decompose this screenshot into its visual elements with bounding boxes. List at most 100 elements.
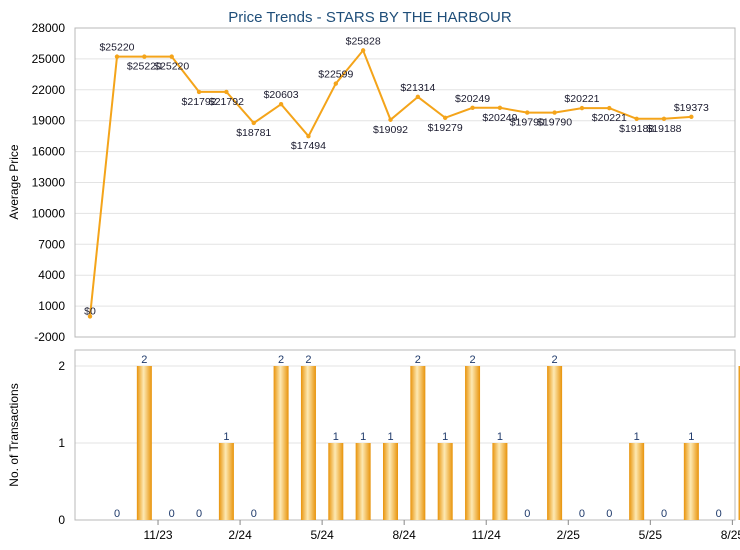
price-y-tick-label: 19000 — [32, 114, 66, 128]
price-data-label: $19279 — [428, 122, 463, 134]
price-point — [87, 314, 93, 319]
transaction-bar — [355, 443, 371, 520]
transactions-y-tick-label: 1 — [58, 436, 65, 450]
price-data-label: $20221 — [564, 93, 599, 105]
transaction-data-label: 1 — [634, 431, 640, 443]
x-tick-label: 11/24 — [472, 528, 501, 542]
transaction-bar — [273, 366, 289, 520]
price-point — [388, 117, 393, 122]
x-tick-label: 11/23 — [143, 528, 172, 542]
price-gridlines — [75, 27, 735, 338]
transaction-bars — [136, 366, 740, 520]
price-point — [552, 110, 557, 115]
price-point — [443, 115, 448, 121]
price-y-tick-label: 7000 — [38, 237, 65, 251]
price-point — [333, 81, 338, 86]
price-y-tick-label: 25000 — [32, 52, 66, 66]
transaction-data-label: 2 — [469, 354, 475, 366]
transaction-bar — [683, 443, 699, 520]
price-data-label: $25220 — [99, 42, 134, 54]
transaction-bar — [383, 443, 398, 520]
price-y-tick-label: 4000 — [38, 268, 65, 282]
transaction-bar — [465, 366, 481, 520]
transaction-data-label: 2 — [415, 354, 421, 366]
price-point — [306, 134, 311, 139]
price-data-label: $21792 — [209, 96, 244, 108]
transactions-y-tick-label: 2 — [58, 359, 65, 373]
transaction-bar — [738, 366, 740, 520]
transaction-data-label: 1 — [442, 431, 448, 443]
transaction-bar — [410, 366, 426, 520]
transaction-data-label: 0 — [661, 508, 667, 520]
price-data-label: $0 — [84, 305, 96, 317]
transaction-bar — [136, 366, 152, 520]
price-data-label: $21792 — [182, 96, 217, 108]
price-data-label: $19188 — [619, 123, 654, 135]
transaction-data-label: 0 — [524, 508, 530, 520]
transaction-data-label: 1 — [497, 431, 503, 443]
transaction-data-label: 1 — [333, 431, 339, 443]
price-point — [114, 54, 120, 59]
price-point — [579, 105, 585, 111]
price-y-tick-label: 28000 — [32, 21, 66, 35]
x-tick-label: 2/25 — [557, 528, 581, 542]
price-y-tick-label: 13000 — [32, 176, 66, 190]
transaction-data-label: 1 — [688, 431, 694, 443]
price-point — [360, 48, 366, 53]
x-tick-label: 5/25 — [639, 528, 663, 542]
price-data-label: $25828 — [346, 35, 381, 47]
price-point — [634, 116, 639, 121]
transaction-data-label: 0 — [251, 508, 257, 520]
price-y-tick-label: 1000 — [38, 299, 65, 313]
x-tick-label: 5/24 — [310, 528, 334, 542]
price-point — [278, 101, 284, 107]
transaction-data-labels: 020010221112121020010102 — [114, 354, 722, 520]
price-point — [251, 120, 256, 126]
x-tick-label: 8/24 — [392, 528, 416, 542]
price-data-label: $18781 — [236, 127, 271, 139]
transaction-data-label: 2 — [305, 354, 311, 366]
price-y-tick-label: 16000 — [32, 145, 66, 159]
price-data-label: $20221 — [592, 112, 627, 124]
transaction-data-label: 0 — [606, 508, 612, 520]
transaction-data-label: 1 — [223, 431, 229, 443]
transaction-data-label: 0 — [114, 508, 120, 520]
x-tick-label: 2/24 — [228, 528, 252, 542]
transaction-bar — [328, 443, 344, 520]
price-point — [661, 116, 667, 121]
transaction-data-label: 1 — [387, 431, 393, 443]
price-point — [607, 105, 612, 111]
x-axis-ticks: 11/23 2/24 5/24 8/24 11/24 2/25 5/25 8/25 — [143, 520, 740, 542]
price-y-axis-label: Average Price — [7, 144, 21, 219]
transaction-data-label: 2 — [141, 354, 147, 366]
price-point — [470, 105, 475, 111]
transaction-bar — [629, 443, 645, 520]
transaction-bar — [300, 366, 316, 520]
price-point — [415, 94, 421, 100]
price-data-label: $25220 — [154, 61, 189, 73]
price-point — [169, 54, 174, 59]
price-point — [689, 114, 694, 120]
transaction-bar — [437, 443, 453, 520]
transactions-plot-frame — [74, 349, 736, 521]
chart-title: Price Trends - STARS BY THE HARBOUR — [228, 9, 512, 26]
price-point — [224, 89, 229, 95]
transaction-bar — [218, 443, 234, 520]
price-point — [525, 110, 530, 115]
price-data-labels: $0$25220$25220$25220$21792$21792$18781$2… — [84, 35, 709, 317]
price-points — [87, 48, 694, 319]
transaction-data-label: 0 — [716, 508, 722, 520]
price-data-label: $19373 — [674, 102, 709, 114]
transaction-bar — [492, 443, 508, 520]
transaction-data-label: 0 — [169, 508, 175, 520]
transaction-data-label: 0 — [579, 508, 585, 520]
price-plot-frame — [74, 27, 736, 338]
price-y-tick-label: -2000 — [34, 330, 65, 344]
price-y-ticks: 28000 25000 22000 19000 16000 13000 10000 7000 4… — [32, 21, 66, 344]
price-data-label: $19790 — [510, 117, 545, 129]
transaction-data-label: 2 — [552, 354, 558, 366]
price-point — [497, 105, 503, 111]
price-data-label: $20249 — [482, 112, 517, 124]
price-data-label: $25220 — [127, 61, 162, 73]
